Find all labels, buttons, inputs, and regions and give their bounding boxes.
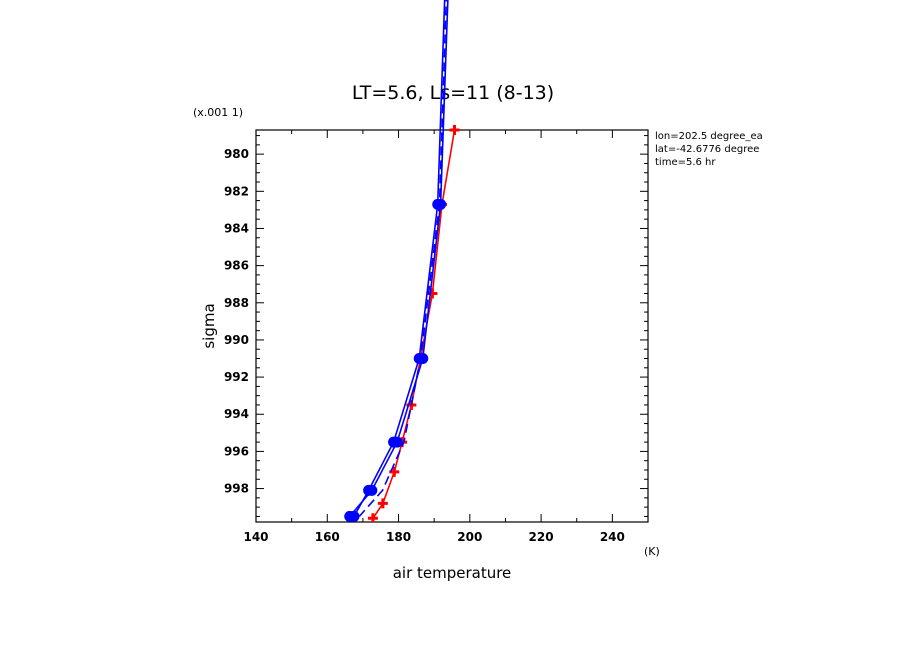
x-tick-label: 220: [529, 530, 554, 544]
y-tick-label: 984: [224, 221, 249, 235]
x-tick-label: 200: [457, 530, 482, 544]
series-point-dot: [432, 198, 444, 210]
y-tick-label: 998: [224, 482, 249, 496]
y-tick-label: 990: [224, 333, 249, 347]
x-tick-label: 140: [243, 530, 268, 544]
series-point-cross: [367, 513, 378, 522]
x-unit-label: (K): [644, 545, 660, 558]
chart-title: LT=5.6, Ls=11 (8-13): [352, 82, 554, 104]
y-unit-label: (x.001 1): [193, 106, 243, 119]
y-tick-label: 980: [224, 147, 249, 161]
x-axis-label: air temperature: [393, 564, 512, 582]
x-tick-label: 180: [386, 530, 411, 544]
info-box: lon=202.5 degree_ea lat=-42.6776 degree …: [655, 131, 763, 168]
y-tick-label: 988: [224, 296, 249, 310]
axis-ticks: 140 160 180 200 220 240 980 982 984 986 988 990 992 9…: [224, 130, 649, 544]
info-line-time: time=5.6 hr: [655, 157, 716, 168]
series-point-dot: [388, 436, 400, 448]
y-tick-label: 994: [224, 407, 249, 421]
series-point-cross: [389, 466, 400, 477]
x-tick-label: 240: [600, 530, 625, 544]
info-line-lat: lat=-42.6776 degree: [655, 144, 759, 155]
series-point-dot: [348, 510, 360, 522]
y-tick-label: 996: [224, 444, 249, 458]
series-group: [344, 0, 460, 522]
y-tick-label: 982: [224, 184, 249, 198]
y-axis-label: sigma: [200, 303, 218, 348]
series-point-dot: [363, 484, 375, 496]
x-tick-label: 160: [315, 530, 340, 544]
info-line-lon: lon=202.5 degree_ea: [655, 131, 763, 142]
plot-frame: [255, 129, 649, 523]
y-tick-label: 986: [224, 259, 249, 273]
series-line-3: [358, 0, 448, 517]
series-point-cross: [377, 498, 388, 509]
series-point-cross: [449, 125, 460, 135]
y-tick-label: 992: [224, 370, 249, 384]
series-point-dot: [413, 353, 425, 365]
